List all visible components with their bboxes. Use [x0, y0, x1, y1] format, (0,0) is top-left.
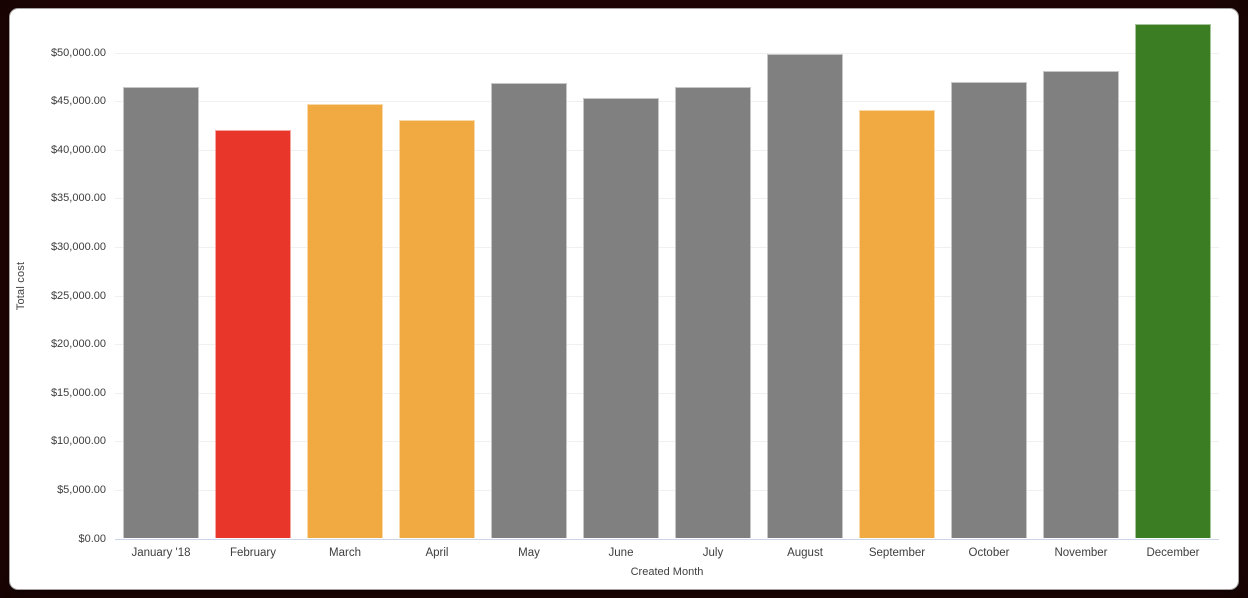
y-axis-tick-label: $5,000.00	[57, 483, 106, 496]
y-axis-tick-label: $0.00	[78, 532, 106, 545]
y-axis-tick-label: $35,000.00	[50, 192, 106, 205]
bar-january-18[interactable]	[123, 86, 199, 539]
gridline	[115, 149, 1219, 151]
gridline	[115, 295, 1219, 297]
bar-march[interactable]	[307, 104, 383, 539]
x-axis-label: May	[518, 546, 540, 559]
plot-area: $0.00 $5,000.00 $10,000.00 $15,000.00 $20,00…	[51, 9, 1219, 589]
y-axis-tick-label: $50,000.00	[50, 46, 106, 59]
chart-card: Total cost $0.00 $5,000.00 $10,000.00 $15,0…	[10, 9, 1238, 589]
y-axis-tick-label: $20,000.00	[50, 338, 106, 351]
x-axis-label: February	[229, 546, 277, 559]
x-axis-label: September	[868, 546, 926, 559]
bar-june[interactable]	[583, 98, 659, 539]
x-axis-label: August	[787, 546, 823, 559]
bar-august[interactable]	[767, 54, 843, 539]
x-axis-label: November	[1054, 546, 1108, 559]
bar-october[interactable]	[951, 81, 1027, 539]
gridline	[115, 344, 1219, 346]
x-axis-label: June	[608, 546, 634, 559]
y-axis-tick-label: $15,000.00	[50, 386, 106, 399]
x-axis-label: April	[425, 546, 449, 559]
bar-may[interactable]	[491, 82, 567, 539]
x-axis-line	[115, 538, 1219, 540]
gridline	[115, 392, 1219, 394]
bar-november[interactable]	[1043, 70, 1119, 539]
bar-february[interactable]	[215, 130, 291, 539]
x-axis-label: October	[968, 546, 1010, 559]
y-axis-tick-label: $45,000.00	[50, 95, 106, 108]
x-axis-label: July	[702, 546, 724, 559]
gridline	[115, 441, 1219, 443]
y-axis-tick-label: $10,000.00	[50, 435, 106, 448]
x-axis-label: December	[1146, 546, 1200, 559]
x-axis-label: January '18	[131, 546, 191, 559]
gridline	[115, 246, 1219, 248]
gridline	[115, 198, 1219, 200]
y-axis-tick-label: $25,000.00	[50, 289, 106, 302]
bar-april[interactable]	[399, 119, 475, 539]
bar-december[interactable]	[1135, 24, 1211, 539]
bar-september[interactable]	[859, 109, 935, 539]
bar-july[interactable]	[675, 87, 751, 539]
x-axis-label: March	[329, 546, 361, 559]
x-axis-title: Created Month	[630, 566, 704, 578]
y-axis-tick-label: $30,000.00	[50, 240, 106, 253]
bar-chart: Total cost $0.00 $5,000.00 $10,000.00 $15,0…	[10, 9, 1238, 589]
gridline	[115, 101, 1219, 103]
gridline	[115, 52, 1219, 54]
gridline	[115, 489, 1219, 491]
y-axis-tick-label: $40,000.00	[50, 143, 106, 156]
